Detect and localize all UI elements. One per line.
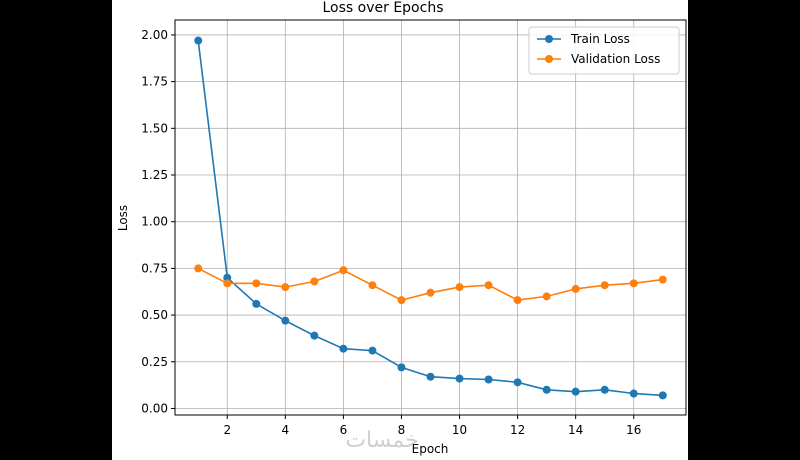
train-loss-point — [426, 372, 435, 381]
x-tick-label: 4 — [282, 423, 290, 437]
x-tick-label: 10 — [452, 423, 467, 437]
x-tick-label: 6 — [340, 423, 348, 437]
loss-chart: Loss over Epochs 0.00 0.25 0.50 0.75 1.00 1.2… — [116, 0, 687, 456]
watermark: خمسات — [345, 428, 418, 453]
plot-frame — [174, 19, 687, 416]
legend: Train Loss Validation Loss — [528, 26, 680, 75]
train-loss-point — [194, 36, 203, 45]
legend-marker-validation-loss — [545, 55, 553, 63]
validation-loss-point — [194, 264, 203, 273]
validation-loss-point — [310, 277, 319, 286]
chart-title: Loss over Epochs — [323, 0, 444, 16]
train-loss-point — [223, 273, 232, 282]
validation-loss-point — [252, 279, 261, 288]
y-tick-label: 1.75 — [141, 75, 168, 89]
train-loss-point — [368, 346, 377, 355]
y-tick-label: 0.00 — [141, 401, 168, 415]
y-axis: 0.00 0.25 0.50 0.75 1.00 1.25 1.50 1.75 2.00 — [141, 28, 175, 415]
chart-canvas: Loss over Epochs 0.00 0.25 0.50 0.75 1.00 1.2… — [112, 0, 688, 460]
train-loss-point — [658, 391, 667, 400]
validation-loss-point — [629, 279, 638, 288]
x-tick-label: 12 — [510, 423, 525, 437]
validation-loss-point — [339, 266, 348, 275]
train-loss-point — [252, 299, 261, 308]
train-loss-line — [197, 40, 663, 397]
legend-label-validation-loss: Validation Loss — [571, 52, 660, 66]
train-loss-point — [513, 378, 522, 387]
series-layer — [194, 36, 667, 400]
x-tick-label: 2 — [223, 423, 231, 437]
train-loss-point — [455, 374, 464, 383]
validation-loss-point — [484, 281, 493, 290]
y-axis-title: Loss — [116, 205, 130, 231]
x-tick-label: 8 — [398, 423, 406, 437]
train-loss-point — [571, 387, 580, 396]
validation-loss-point — [600, 281, 609, 290]
train-loss-point — [600, 385, 609, 394]
y-tick-label: 2.00 — [141, 28, 168, 42]
train-loss-point — [339, 344, 348, 353]
y-tick-label: 1.25 — [141, 168, 168, 182]
validation-loss-point — [658, 275, 667, 284]
y-tick-label: 1.50 — [141, 121, 168, 135]
grid — [175, 20, 686, 415]
legend-label-train-loss: Train Loss — [570, 32, 630, 46]
validation-loss-point — [281, 283, 290, 292]
validation-loss-point — [397, 296, 406, 305]
y-tick-label: 0.25 — [141, 355, 168, 369]
train-loss-point — [397, 363, 406, 372]
validation-loss-point — [455, 283, 464, 292]
legend-marker-train-loss — [545, 35, 553, 43]
validation-loss-point — [571, 284, 580, 293]
train-loss-point — [281, 316, 290, 325]
train-loss-point — [484, 375, 493, 384]
validation-loss-point — [426, 288, 435, 297]
validation-loss-point — [368, 281, 377, 290]
validation-loss-point — [223, 279, 232, 288]
legend-box — [528, 26, 680, 75]
x-tick-label: 16 — [626, 423, 641, 437]
y-tick-label: 0.50 — [141, 308, 168, 322]
x-axis-title: Epoch — [412, 442, 449, 456]
train-loss-point — [629, 389, 638, 398]
train-loss-point — [310, 331, 319, 340]
validation-loss-point — [513, 296, 522, 305]
train-loss-point — [542, 385, 551, 394]
x-axis: 2 4 6 8 10 12 14 16 — [223, 415, 641, 437]
y-tick-label: 1.00 — [141, 215, 168, 229]
x-tick-label: 14 — [568, 423, 583, 437]
validation-loss-point — [542, 292, 551, 301]
y-tick-label: 0.75 — [141, 261, 168, 275]
